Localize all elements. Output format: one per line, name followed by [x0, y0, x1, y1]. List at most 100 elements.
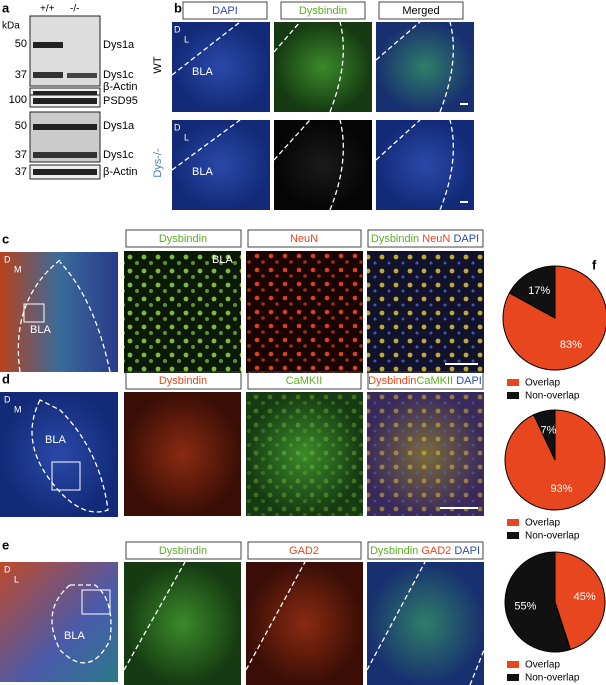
data-label: 93%: [551, 483, 573, 495]
legend-label: Non-overlap: [525, 391, 580, 402]
region-label: BLA: [30, 324, 51, 336]
header-box: [247, 229, 362, 248]
pie-slice: [508, 265, 556, 319]
panel-letter: f: [592, 257, 597, 272]
band: [33, 98, 97, 104]
data-label: 55%: [514, 601, 536, 613]
unit-label: kDa: [2, 21, 20, 32]
pie-slice: [504, 551, 572, 653]
micrograph: [376, 22, 474, 112]
inset-box: [51, 461, 81, 491]
merged-label: DAPI: [454, 545, 480, 557]
column-header: Dysbindin: [299, 5, 347, 17]
micrograph: [376, 120, 474, 210]
inset-box: [23, 303, 45, 323]
band: [33, 42, 63, 48]
merged-label: DAPI: [453, 233, 479, 245]
region-label: BLA: [192, 166, 213, 178]
legend-swatch: [507, 532, 519, 539]
marker: 100: [9, 94, 27, 106]
header-box: [125, 229, 242, 248]
header-box: [125, 371, 242, 390]
panel-letter: b: [174, 0, 182, 15]
header-box: [182, 1, 268, 20]
band-label: β-Actin: [103, 166, 137, 178]
band: [67, 73, 97, 78]
merged-label: GAD2: [421, 545, 451, 557]
micrograph: [0, 252, 118, 372]
legend-swatch: [507, 379, 519, 386]
column-header: Dysbindin: [159, 233, 207, 245]
region-label: BLA: [192, 66, 213, 78]
band-label: β-Actin: [103, 81, 137, 93]
micrograph: [274, 120, 372, 210]
marker: 50: [15, 120, 27, 132]
header-box: [125, 541, 242, 560]
marker: 37: [15, 149, 27, 161]
band: [33, 91, 97, 97]
marker: 37: [15, 166, 27, 178]
micrograph: [246, 392, 363, 516]
region-outline: [31, 399, 109, 513]
header-box: [247, 541, 362, 560]
column-header: Dysbindin: [159, 545, 207, 557]
region-outline: [171, 21, 454, 113]
row-label: Dys-/-: [152, 148, 164, 178]
column-header: Merged: [402, 5, 439, 17]
region-outline: [51, 584, 112, 664]
header-box: [378, 1, 464, 20]
orientation: D: [4, 254, 11, 264]
micrograph: [367, 392, 484, 516]
region-label: BLA: [212, 254, 233, 266]
band-label: Dys1a: [103, 120, 135, 132]
legend-swatch: [507, 392, 519, 399]
pie-slice: [554, 551, 606, 651]
orientation: D: [174, 122, 181, 132]
data-label: 17%: [528, 285, 550, 297]
panel-letter: e: [2, 537, 9, 552]
orientation: L: [14, 574, 19, 584]
legend-swatch: [507, 519, 519, 526]
orientation: D: [4, 564, 11, 574]
legend-label: Non-overlap: [525, 531, 580, 542]
micrograph: [124, 562, 241, 685]
data-label: 45%: [574, 591, 596, 603]
orientation: L: [184, 34, 189, 44]
band-label: Dys1c: [103, 149, 134, 161]
column-header: DysbindinCaMKII DAPI: [368, 375, 482, 387]
panel-letter: c: [2, 231, 9, 246]
column-header: GAD2: [289, 545, 319, 557]
region-label: BLA: [45, 434, 66, 446]
merged-label: Dysbindin: [371, 233, 419, 245]
column-header: NeuN: [290, 233, 318, 245]
band: [33, 72, 63, 78]
header-box: [367, 229, 484, 248]
micrograph: [172, 22, 270, 112]
band-label: Dys1c: [103, 69, 134, 81]
genotype: +/+: [40, 4, 55, 15]
micrograph: [124, 392, 241, 516]
header-box: [247, 371, 362, 390]
genotype: -/-: [70, 4, 79, 15]
orientation: M: [14, 264, 22, 274]
region-label: BLA: [64, 630, 85, 642]
region-outline: [171, 119, 454, 211]
band-label: PSD95: [103, 95, 138, 107]
column-header: Dysbindin GAD2 DAPI: [370, 545, 480, 557]
inset-box: [81, 589, 111, 615]
micrograph: [0, 562, 118, 682]
orientation: D: [4, 394, 11, 404]
micrograph: [367, 251, 484, 373]
pie-slice: [533, 409, 556, 461]
panel-letter: d: [2, 371, 10, 386]
band: [33, 152, 97, 158]
column-header: Dysbindin: [159, 375, 207, 387]
micrograph: [172, 120, 270, 210]
merged-label: Dysbindin: [368, 375, 416, 387]
legend-label: Overlap: [525, 660, 560, 671]
merged-label: NeuN: [422, 233, 450, 245]
orientation: D: [174, 24, 181, 34]
micrograph: [274, 22, 372, 112]
legend-label: Overlap: [525, 518, 560, 529]
